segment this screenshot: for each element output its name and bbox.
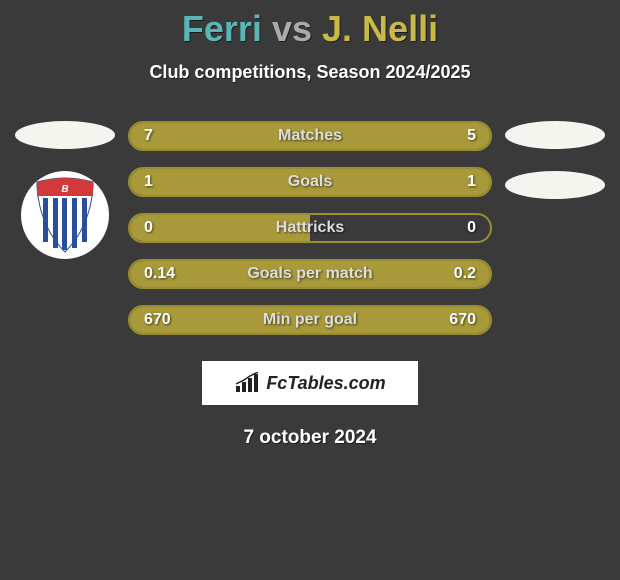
brand-text: FcTables.com	[266, 373, 385, 394]
stat-label: Goals per match	[247, 265, 372, 283]
stat-value-right: 5	[467, 127, 476, 145]
right-column	[500, 121, 610, 199]
stat-row: 0.14 Goals per match 0.2	[128, 259, 492, 289]
stat-label: Goals	[288, 173, 332, 191]
stat-label: Hattricks	[276, 219, 344, 237]
player1-nameplate	[15, 121, 115, 149]
left-column: B	[10, 121, 120, 259]
stat-row: 0 Hattricks 0	[128, 213, 492, 243]
date-text: 7 october 2024	[0, 427, 620, 449]
stat-value-left: 1	[144, 173, 153, 191]
title-vs: vs	[272, 8, 312, 49]
chart-icon	[234, 372, 260, 394]
stat-text: 7 Matches 5	[130, 127, 490, 145]
stat-row: 670 Min per goal 670	[128, 305, 492, 335]
stat-value-right: 670	[449, 311, 476, 329]
title-player1: Ferri	[182, 8, 262, 49]
page-title: Ferri vs J. Nelli	[0, 8, 620, 50]
stat-label: Matches	[278, 127, 342, 145]
stat-value-right: 0	[467, 219, 476, 237]
shield-icon: B	[31, 176, 99, 254]
stat-value-left: 670	[144, 311, 171, 329]
stat-value-left: 0	[144, 219, 153, 237]
brand-box[interactable]: FcTables.com	[202, 361, 418, 405]
stat-text: 0.14 Goals per match 0.2	[130, 265, 490, 283]
stat-value-left: 0.14	[144, 265, 175, 283]
player1-club-badge: B	[21, 171, 109, 259]
stats-column: 7 Matches 5 1 Goals 1 0 Hattricks 0 0.14 Goals per…	[120, 121, 500, 335]
stat-value-right: 1	[467, 173, 476, 191]
stat-label: Min per goal	[263, 311, 357, 329]
stat-row: 1 Goals 1	[128, 167, 492, 197]
stat-value-left: 7	[144, 127, 153, 145]
stat-text: 0 Hattricks 0	[130, 219, 490, 237]
subtitle: Club competitions, Season 2024/2025	[0, 62, 620, 83]
stat-text: 1 Goals 1	[130, 173, 490, 191]
title-player2: J. Nelli	[322, 8, 438, 49]
main-row: B 7 Matches 5 1 Goals 1 0 Hattricks 0 0.14 Goals p…	[0, 121, 620, 335]
comparison-card: Ferri vs J. Nelli Club competitions, Sea…	[0, 0, 620, 449]
svg-text:B: B	[61, 184, 68, 195]
stat-text: 670 Min per goal 670	[130, 311, 490, 329]
stat-value-right: 0.2	[454, 265, 476, 283]
stat-row: 7 Matches 5	[128, 121, 492, 151]
player2-club-badge	[505, 171, 605, 199]
player2-nameplate	[505, 121, 605, 149]
